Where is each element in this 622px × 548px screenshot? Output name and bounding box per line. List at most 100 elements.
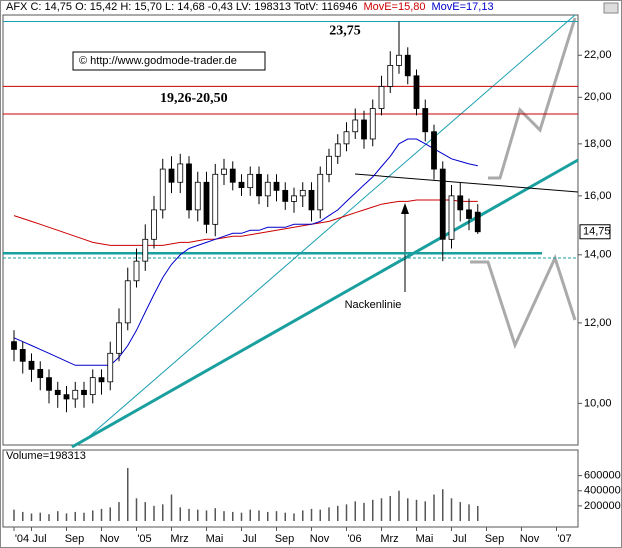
- x-tick-label: Nov: [520, 533, 540, 545]
- x-tick-label: Jul: [242, 533, 256, 545]
- projection: [470, 253, 577, 350]
- candle-body: [142, 238, 149, 262]
- volume-bar: [65, 513, 68, 521]
- candle-body: [98, 377, 105, 383]
- candle-body: [116, 322, 122, 354]
- volume-bar: [424, 501, 426, 521]
- volume-bar: [170, 494, 173, 521]
- volume-bar: [188, 508, 190, 521]
- y-tick-label: 20,00: [584, 91, 612, 103]
- volume-bar: [433, 494, 435, 521]
- x-tick-label: Mrz: [380, 533, 398, 545]
- volume-bar: [205, 510, 208, 521]
- arrow-head: [401, 203, 409, 214]
- candle-body: [352, 119, 359, 133]
- candle-body: [81, 389, 87, 396]
- volume-bar: [337, 505, 339, 521]
- candle-body: [63, 394, 70, 400]
- candle-body: [46, 377, 52, 391]
- volume-bar: [100, 508, 103, 521]
- candle-body: [203, 181, 210, 225]
- volume-bar: [135, 498, 138, 521]
- volume-bar: [179, 507, 181, 521]
- neck-line: [354, 173, 579, 193]
- candle-body: [334, 143, 341, 157]
- volume-bar: [477, 505, 479, 521]
- volume-bar: [380, 498, 383, 521]
- volume-bar: [415, 499, 418, 521]
- candle-body: [422, 108, 429, 133]
- copyright-box: [72, 51, 266, 71]
- candle-body: [474, 211, 481, 233]
- volume-bar: [127, 468, 129, 521]
- volume-bar: [328, 507, 330, 521]
- x-tick-label: Mrz: [170, 533, 188, 545]
- volume-bar: [232, 511, 234, 521]
- candle-body: [448, 195, 455, 240]
- candle-body: [387, 65, 394, 87]
- trend-lines: [71, 14, 579, 449]
- x-tick-label: '05: [137, 533, 151, 545]
- range-label: 19,26-20,50: [160, 91, 228, 106]
- candle-body: [177, 163, 184, 183]
- candle-body: [457, 195, 464, 211]
- candle-body: [159, 168, 166, 211]
- volume-bar: [83, 512, 85, 521]
- candle-body: [308, 189, 315, 211]
- candle-body: [378, 86, 385, 109]
- volume-bar: [468, 504, 470, 521]
- volume-bar: [109, 507, 111, 521]
- candle-body: [466, 209, 472, 219]
- candle-body: [369, 108, 376, 140]
- x-tick-label: Jul: [32, 533, 46, 545]
- y-tick-label: 18,00: [584, 138, 612, 150]
- y-tick-label: 400000: [584, 485, 621, 497]
- volume-bar: [57, 511, 59, 521]
- volume-bar: [197, 509, 199, 521]
- volume-bar: [407, 498, 409, 521]
- copyright: © http://www.godmode-trader.de: [79, 55, 237, 67]
- x-tick-label: Mai: [416, 533, 434, 545]
- volume-bar: [293, 513, 295, 521]
- candle-body: [343, 131, 350, 145]
- candle-body: [264, 181, 271, 197]
- volume-bar: [345, 504, 348, 521]
- volume-bar: [74, 511, 76, 521]
- candle-body: [19, 349, 26, 362]
- candle-body: [299, 189, 306, 197]
- candle-body: [317, 173, 324, 211]
- candle-body: [229, 168, 236, 183]
- candle-body: [238, 181, 245, 189]
- volume-bar: [459, 502, 461, 521]
- volume-bar: [319, 509, 321, 521]
- volume-pane: [2, 449, 579, 528]
- volume-bar: [389, 496, 391, 521]
- level-label: 23,75: [329, 24, 361, 39]
- candle-body: [151, 209, 157, 240]
- header: AFX C: 14,75 O: 15,42 H: 15,70 L: 14,68 …: [6, 1, 494, 13]
- volume-bar: [372, 499, 374, 521]
- candle-body: [124, 280, 131, 324]
- x-tick-label: '07: [557, 533, 571, 545]
- candle-body: [291, 195, 297, 202]
- candle-body: [282, 189, 289, 202]
- volume-bar: [118, 502, 120, 521]
- volume-bar: [48, 514, 50, 521]
- candle-body: [72, 389, 79, 400]
- y-tick-label: 200000: [584, 500, 621, 512]
- header-item: MovE=17,13: [432, 1, 494, 13]
- y-tick-label: 10,00: [584, 397, 612, 409]
- volume-bar: [442, 489, 444, 521]
- candle-body: [37, 368, 44, 379]
- volume-bar: [92, 510, 94, 521]
- candle-body: [361, 119, 367, 140]
- x-tick-label: Sep: [485, 533, 505, 545]
- candle-body: [194, 181, 201, 211]
- x-tick-label: Nov: [310, 533, 330, 545]
- candle-body: [439, 168, 446, 240]
- candle-body: [404, 54, 411, 77]
- candle-body: [28, 360, 35, 370]
- last-price: 14,75: [583, 226, 611, 238]
